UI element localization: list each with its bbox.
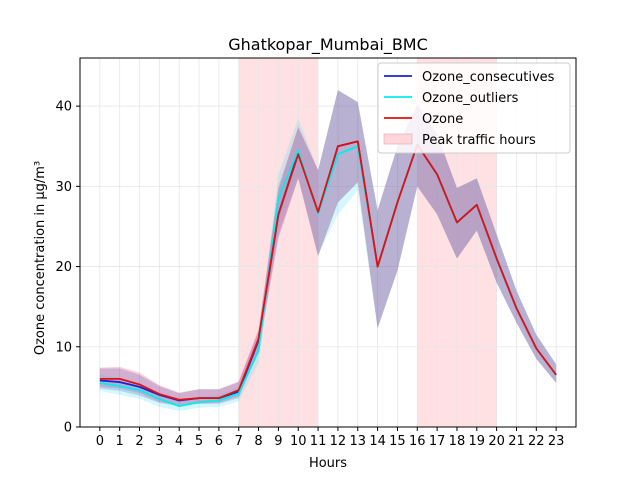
x-tick-label: 12 [330,434,347,449]
x-tick-label: 15 [389,434,406,449]
y-tick-label: 20 [55,260,72,275]
x-tick-label: 17 [429,434,446,449]
x-tick-label: 2 [135,434,143,449]
y-ticks: 0 10 20 30 40 [55,100,80,436]
y-tick-label: 10 [55,340,72,355]
x-tick-label: 11 [310,434,327,449]
x-tick-label: 16 [409,434,426,449]
legend-label-ozone-outliers: Ozone_outliers [422,91,519,106]
x-tick-label: 14 [369,434,386,449]
axes-frame [79,57,577,428]
x-tick-label: 19 [469,434,486,449]
series-lines [99,140,557,408]
confidence-bands [99,90,557,411]
legend-label-ozone-consecutives: Ozone_consecutives [422,70,555,85]
x-tick-label: 3 [155,434,163,449]
x-tick-label: 4 [175,434,183,449]
y-tick-label: 30 [55,180,72,195]
legend-patch-peak-traffic [383,133,413,145]
x-tick-label: 13 [349,434,366,449]
x-tick-label: 6 [215,434,223,449]
x-axis-label: Hours [309,456,347,471]
legend-label-peak-traffic: Peak traffic hours [422,133,536,148]
x-tick-label: 8 [254,434,262,449]
x-tick-label: 21 [508,434,525,449]
x-tick-label: 18 [449,434,466,449]
x-tick-label: 1 [116,434,124,449]
legend-box [377,62,571,154]
x-tick-label: 7 [235,434,243,449]
band-ozone-consecutives [99,90,557,407]
line-ozone [99,140,557,401]
x-tick-label: 23 [548,434,565,449]
x-tick-label: 5 [195,434,203,449]
plot-area [80,58,576,428]
legend-label-ozone: Ozone [422,112,463,127]
band-ozone [99,90,557,406]
y-tick-label: 40 [55,100,72,115]
x-tick-label: 20 [488,434,505,449]
x-tick-label: 22 [528,434,545,449]
x-ticks: 0 1 2 3 4 5 6 7 8 9 10 11 12 13 14 15 16 17 18 19 20 21 22 23 [96,427,565,449]
y-tick-label: 0 [64,421,72,436]
x-tick-label: 10 [290,434,307,449]
x-tick-label: 0 [96,434,104,449]
legend: Ozone_consecutives Ozone_outliers Ozone Pea… [377,62,571,154]
chart-title: Ghatkopar_Mumbai_BMC [228,35,428,55]
band-ozone-outliers [99,90,557,411]
y-axis-label: Ozone concentration in µg/m³ [33,161,48,355]
x-tick-label: 9 [274,434,282,449]
